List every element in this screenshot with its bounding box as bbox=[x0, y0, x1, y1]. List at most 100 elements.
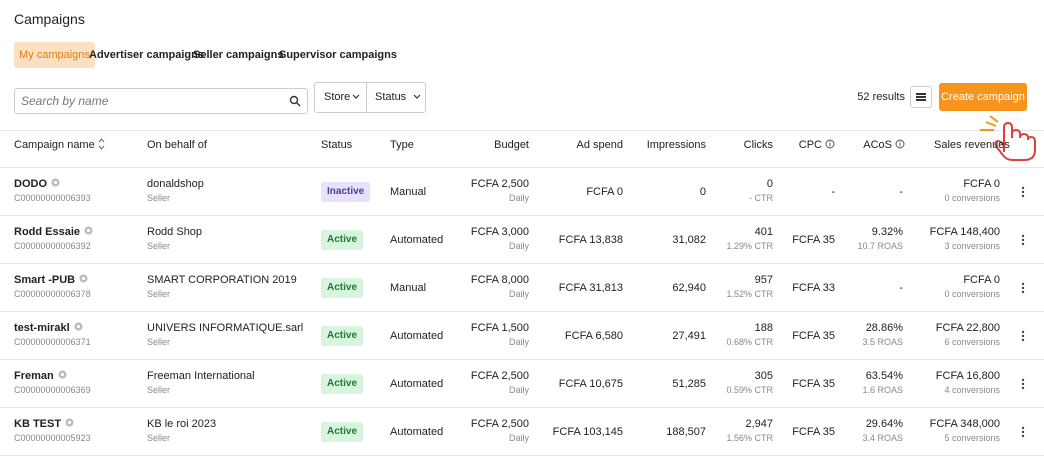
budget-detail: Daily bbox=[508, 193, 529, 203]
eye-icon bbox=[58, 370, 67, 379]
row-border bbox=[0, 407, 1044, 408]
row-menu-icon bbox=[1021, 282, 1025, 294]
sales-revenue: FCFA 0 bbox=[963, 178, 1000, 190]
cpc: FCFA 35 bbox=[792, 426, 835, 438]
tab[interactable]: Seller campaigns bbox=[193, 49, 284, 61]
behalf-detail: Seller bbox=[147, 193, 171, 203]
status-badge: Active bbox=[321, 374, 364, 394]
status-badge: Inactive bbox=[321, 182, 371, 202]
clicks: 401 bbox=[754, 226, 773, 238]
campaign-id: C00000000006393 bbox=[14, 193, 91, 203]
sales-revenue-detail: 0 conversions bbox=[944, 289, 1000, 299]
campaign-name[interactable]: test-mirakl bbox=[14, 322, 70, 334]
page-title: Campaigns bbox=[14, 11, 85, 27]
eye-icon bbox=[79, 274, 88, 283]
ad-spend: FCFA 13,838 bbox=[558, 234, 623, 246]
clicks-detail: 1.29% CTR bbox=[726, 241, 773, 251]
sales-revenue: FCFA 16,800 bbox=[935, 370, 1000, 382]
column-header: Clicks bbox=[743, 139, 773, 151]
column-header[interactable]: Campaign name bbox=[14, 139, 95, 151]
status-badge: Active bbox=[321, 278, 364, 298]
behalf-detail: Seller bbox=[147, 337, 171, 347]
cpc: FCFA 35 bbox=[792, 330, 835, 342]
acos-detail: 3.4 ROAS bbox=[862, 433, 903, 443]
clicks: 957 bbox=[754, 274, 773, 286]
budget-detail: Daily bbox=[508, 337, 529, 347]
results-count: 52 results bbox=[857, 91, 905, 103]
status-badge: Active bbox=[321, 422, 364, 442]
behalf: SMART CORPORATION 2019 bbox=[147, 274, 297, 286]
search-box[interactable]: Search by name bbox=[14, 88, 308, 114]
sales-revenue-detail: 4 conversions bbox=[944, 385, 1000, 395]
row-menu-icon bbox=[1021, 426, 1025, 438]
budget-detail: Daily bbox=[508, 433, 529, 443]
acos: 28.86% bbox=[865, 322, 903, 334]
campaign-name[interactable]: KB TEST bbox=[14, 418, 62, 430]
impressions: 31,082 bbox=[672, 234, 706, 246]
impressions: 62,940 bbox=[672, 282, 706, 294]
tab[interactable]: Advertiser campaigns bbox=[89, 49, 204, 61]
ad-spend: FCFA 0 bbox=[586, 186, 623, 198]
row-menu-icon bbox=[1021, 378, 1025, 390]
acos: 9.32% bbox=[871, 226, 903, 238]
filter-group bbox=[314, 82, 426, 113]
column-header: CPC bbox=[798, 139, 822, 151]
campaign-id: C00000000005923 bbox=[14, 433, 91, 443]
row-border bbox=[0, 359, 1044, 360]
header-border bbox=[0, 167, 1044, 168]
behalf-detail: Seller bbox=[147, 433, 171, 443]
column-header: Ad spend bbox=[576, 139, 623, 151]
list-icon bbox=[916, 93, 926, 101]
behalf: Rodd Shop bbox=[147, 226, 203, 238]
impressions: 51,285 bbox=[672, 378, 706, 390]
sort-icon bbox=[98, 138, 105, 150]
budget: FCFA 2,500 bbox=[470, 178, 529, 190]
behalf: Freeman International bbox=[147, 370, 255, 382]
ad-spend: FCFA 31,813 bbox=[558, 282, 623, 294]
campaign-name[interactable]: Rodd Essaie bbox=[14, 226, 81, 238]
tab[interactable]: Supervisor campaigns bbox=[279, 49, 397, 61]
status-badge: Active bbox=[321, 326, 364, 346]
eye-icon bbox=[74, 322, 83, 331]
clicks-detail: 0.68% CTR bbox=[726, 337, 773, 347]
sales-revenue: FCFA 348,000 bbox=[929, 418, 1000, 430]
info-icon bbox=[895, 139, 905, 149]
create-campaign-button[interactable]: Create campaign bbox=[939, 83, 1027, 111]
eye-icon bbox=[84, 226, 93, 235]
filter-dropdown[interactable]: Store bbox=[324, 91, 351, 103]
budget: FCFA 3,000 bbox=[470, 226, 529, 238]
clicks-detail: 1.56% CTR bbox=[726, 433, 773, 443]
list-view-button[interactable] bbox=[910, 86, 932, 108]
campaign-name[interactable]: DODO bbox=[14, 178, 47, 190]
info-icon bbox=[825, 139, 835, 149]
acos: 29.64% bbox=[865, 418, 903, 430]
ad-spend: FCFA 103,145 bbox=[552, 426, 623, 438]
behalf: donaldshop bbox=[147, 178, 204, 190]
filter-dropdown[interactable]: Status bbox=[375, 91, 407, 103]
campaign-name[interactable]: Smart -PUB bbox=[14, 274, 76, 286]
row-border bbox=[0, 455, 1044, 456]
campaign-type: Automated bbox=[390, 378, 444, 390]
sales-revenue: FCFA 22,800 bbox=[935, 322, 1000, 334]
campaign-id: C00000000006392 bbox=[14, 241, 91, 251]
campaign-type: Manual bbox=[390, 186, 427, 198]
chevron-icon bbox=[352, 94, 360, 99]
acos: 63.54% bbox=[865, 370, 903, 382]
campaign-id: C00000000006369 bbox=[14, 385, 91, 395]
row-menu-icon bbox=[1021, 186, 1025, 198]
sales-revenue-detail: 6 conversions bbox=[944, 337, 1000, 347]
column-header: Budget bbox=[494, 139, 529, 151]
column-header: Type bbox=[390, 139, 414, 151]
tab[interactable]: My campaigns bbox=[14, 42, 95, 68]
eye-icon bbox=[51, 178, 60, 187]
campaign-name[interactable]: Freman bbox=[14, 370, 54, 382]
campaign-type: Manual bbox=[390, 282, 427, 294]
budget: FCFA 2,500 bbox=[470, 418, 529, 430]
sales-revenue: FCFA 0 bbox=[963, 274, 1000, 286]
search-placeholder: Search by name bbox=[21, 94, 109, 108]
acos: - bbox=[899, 186, 903, 198]
clicks: 305 bbox=[754, 370, 773, 382]
clicks: 0 bbox=[766, 178, 773, 190]
campaign-type: Automated bbox=[390, 330, 444, 342]
eye-icon bbox=[65, 418, 74, 427]
